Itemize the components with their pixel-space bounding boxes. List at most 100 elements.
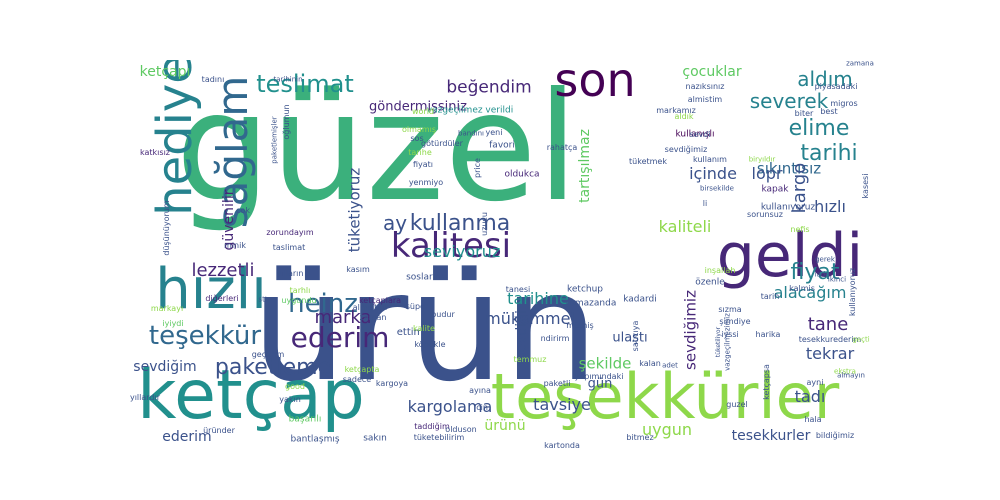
word-ulasti: ulaştı — [612, 330, 648, 346]
word-paketli: paketli — [543, 379, 571, 388]
word-aldik: aldık — [674, 112, 694, 121]
word-lezzetli: lezzetli — [191, 260, 255, 281]
word-goturduler: götürdüler — [421, 139, 463, 148]
word-kullanisli: kullanışlı — [675, 129, 715, 140]
word-tavsiye: tavsiye — [533, 395, 591, 414]
word-tane: tane — [807, 314, 849, 335]
word-guzel: güzel — [175, 61, 579, 235]
word-hizli: hızlı — [155, 257, 267, 322]
word-almistim: almistim — [687, 95, 723, 104]
word-cok: cok — [236, 206, 250, 215]
word-tarih: tarih — [760, 292, 780, 301]
word-zorundayim: zorundayım — [266, 228, 314, 237]
word-tadini: tadını — [201, 75, 225, 84]
word-son: son — [554, 60, 636, 107]
word-taslimat: taslimat — [272, 243, 306, 252]
word-soslarim: soslarım — [406, 272, 444, 283]
word-kaliteli: kaliteli — [658, 217, 712, 236]
word-sikintisiz: sıkıntısız — [756, 159, 822, 178]
word-kalite: kalite — [413, 324, 435, 333]
word-ramazanda: ramazanda — [565, 298, 617, 309]
word-ayina: ayına — [469, 386, 491, 395]
word-teslimat: teslimat — [256, 70, 354, 98]
word-sos: sos — [410, 134, 424, 143]
word-tadi: tadı — [794, 387, 826, 406]
word-kartonda: kartonda — [544, 441, 580, 450]
word-nefis: nefis — [790, 225, 810, 234]
word-fiyat: fiyat — [790, 260, 840, 285]
word-seviyoruz: seviyoruz — [423, 242, 501, 261]
word-urun: ürün — [251, 241, 599, 415]
word-super: süper — [405, 302, 429, 311]
word-paketlemisler: paketlemişler — [270, 116, 279, 164]
word-kadardi: kadardi — [623, 294, 657, 305]
word-bandini: bandını — [458, 129, 484, 138]
word-ketcapsa: ketçapsa — [762, 364, 771, 400]
word-icin: icin — [474, 403, 488, 412]
word-tarihi: tarihi — [800, 141, 858, 166]
word-tuketebilirim: tüketebilirim — [413, 433, 465, 442]
word-kargoya: kargoya — [375, 379, 409, 388]
word-bantlasmis: bantlaşmış — [290, 434, 340, 445]
word-iyiydi: iyiydi — [162, 319, 184, 328]
word-best: best — [820, 107, 838, 116]
word-kapak: kapak — [761, 184, 789, 195]
word-ederim: ederim — [162, 429, 212, 445]
word-biter: biter — [794, 109, 814, 118]
word-hala: hala — [804, 415, 822, 424]
word-kargolama: kargolama — [407, 397, 493, 416]
word-tarihe: tarihe — [408, 148, 432, 157]
word-geldi: geldi — [716, 221, 864, 291]
word-yeni: yeni — [485, 128, 503, 137]
word-almistim: almıştım — [352, 303, 388, 312]
word-vazgecilmezimiz: vazgeçilmezimiz — [723, 313, 732, 371]
word-kullanim: kullanım — [693, 155, 727, 164]
word-markamiz: markamız — [656, 106, 696, 115]
word-ettim: ettim — [396, 327, 424, 338]
word-begendim: beğendim — [446, 77, 532, 98]
word-zaman: zaman — [359, 313, 387, 322]
word-mukemmel: mükemmel — [485, 309, 575, 328]
word-cloud: güzel ürün teşekkürler ketçap hızlı geldi hedi… — [125, 60, 875, 450]
word-aldim: aldım — [797, 67, 853, 91]
word-olmamis: olmamış — [402, 125, 436, 134]
word-kullanma: kullanma — [409, 211, 511, 236]
word-stt: stt — [258, 295, 268, 304]
word-oglumun: oğlumun — [282, 104, 291, 140]
word-sorunsuz: sorunsuz — [747, 210, 783, 219]
word-saticiya: satıcıya — [631, 320, 640, 352]
word-sekilde: şekilde — [578, 354, 632, 373]
word-tanesi: tanesi — [505, 285, 531, 294]
word-tesekkurler: teşekkürler — [490, 360, 840, 433]
word-urunder: üründer — [203, 426, 235, 435]
word-cocuklar: çocuklar — [682, 64, 742, 80]
word-guzel: guzel — [726, 400, 748, 409]
word-ketcapta: ketçapta — [344, 365, 380, 374]
word-migros: migros — [830, 99, 858, 108]
word-tekrar: tekrar — [805, 344, 855, 363]
word-kullaniyoruz: kullanıyoruz — [848, 267, 857, 317]
word-good: good — [285, 382, 305, 391]
word-birsekilde: birsekilde — [700, 184, 734, 193]
word-tarihine: tarihine — [507, 289, 569, 308]
word-tartisilmaz: tartışılmaz — [577, 129, 593, 203]
word-harika: harika — [755, 330, 781, 339]
word-severek: severek — [749, 89, 829, 113]
word-iyssi: iyssi — [721, 330, 739, 339]
word-sevdigimiz: sevdiğimiz — [664, 145, 708, 154]
word-tarhli: tarhlı — [289, 286, 311, 295]
word-ayni: ayni — [806, 378, 824, 387]
word-gun: gün — [587, 376, 613, 392]
word-naziksiniz: nazıksınız — [685, 82, 725, 91]
word-olduson: olduson — [445, 425, 477, 434]
word-kullaniyoruz: kullanıyoruz — [760, 202, 816, 213]
word-kasesi: kasesi — [861, 173, 870, 199]
word-biryildir: biryıldır — [748, 155, 776, 164]
word-ketcaplara: ketçaplara — [358, 296, 402, 305]
word-marka: marka — [314, 307, 372, 328]
word-iade: iade — [814, 270, 830, 279]
word-tuketiliyor: tüketiliyor — [715, 326, 722, 358]
word-kasim: kasım — [346, 265, 370, 274]
word-muthis: müthiş — [566, 321, 594, 330]
word-taddigim: taddiğim — [414, 422, 450, 431]
